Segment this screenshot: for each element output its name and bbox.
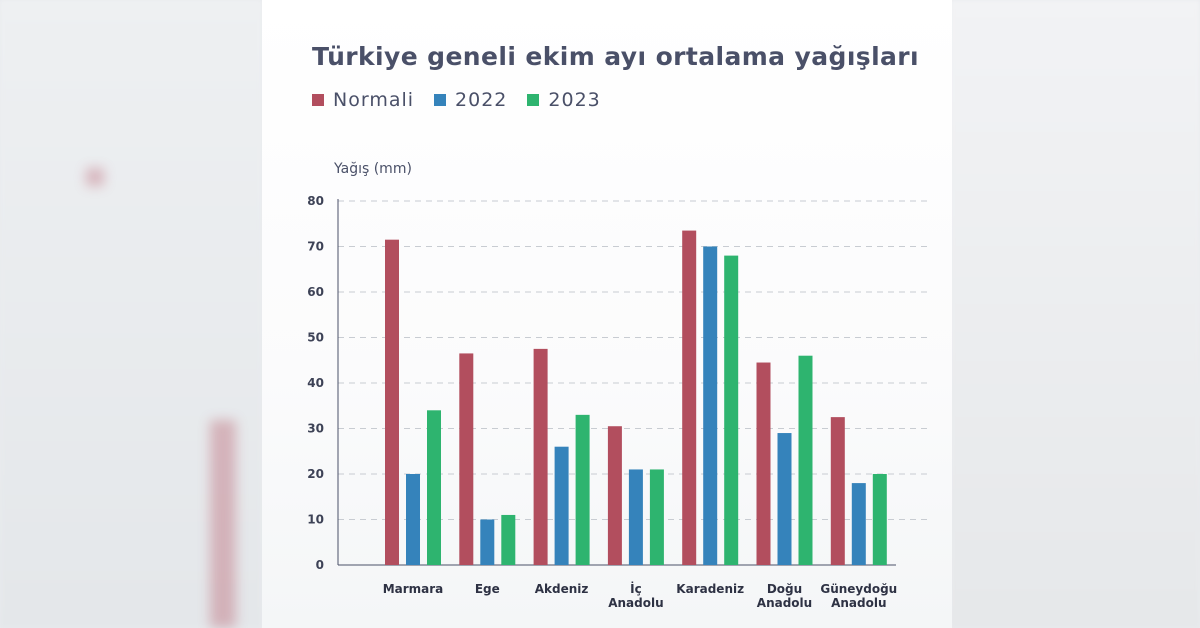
bar-2023-2 [575, 414, 590, 565]
bar-2022-5 [777, 433, 792, 565]
bar-normali-4 [682, 230, 697, 565]
y-tick-label: 0 [316, 558, 324, 572]
legend-label-2022: 2022 [455, 89, 508, 111]
x-tick-label: Güneydoğu [820, 582, 897, 596]
x-tick-label: Marmara [383, 582, 444, 596]
bar-2022-2 [554, 446, 569, 565]
chart-title: Türkiye geneli ekim ayı ortalama yağışla… [312, 42, 920, 71]
background-ghost-swatch [86, 168, 104, 186]
background-right [950, 0, 1200, 628]
bar-2022-3 [628, 469, 643, 565]
x-tick-label: Ege [475, 582, 500, 596]
x-tick-label: Doğu [767, 582, 802, 596]
y-tick-label: 70 [307, 240, 324, 254]
bar-chart-plot: Yağış (mm) 0 10 20 30 40 50 60 70 80 Marmara Ege Akd… [307, 161, 927, 610]
bar-normali-1 [459, 353, 474, 565]
x-tick-label: Anadolu [831, 596, 886, 610]
legend-label-normali: Normali [333, 89, 415, 111]
bar-2022-0 [406, 474, 420, 565]
y-tick-label: 80 [307, 194, 324, 208]
legend-item-2023: 2023 [527, 89, 600, 111]
bar-normali-2 [533, 348, 548, 565]
legend-item-normali: Normali [312, 89, 414, 111]
bar-2023-6 [872, 474, 887, 565]
bar-normali-6 [830, 417, 845, 565]
y-tick-label: 30 [307, 422, 324, 436]
bar-normali-3 [607, 426, 622, 565]
bar-2022-4 [703, 246, 718, 565]
y-axis-title: Yağış (mm) [333, 161, 412, 177]
y-tick-label: 10 [307, 513, 324, 527]
legend-item-2022: 2022 [434, 89, 507, 111]
bar-2022-6 [851, 483, 866, 565]
bar-2022-1 [480, 519, 495, 565]
y-tick-label: 50 [307, 331, 324, 345]
bar-2023-1 [501, 514, 516, 565]
bar-normali-0 [385, 239, 399, 566]
legend-swatch-2022 [434, 94, 447, 106]
bar-2023-4 [724, 255, 739, 565]
background-ghost-bar [210, 420, 236, 628]
legend-swatch-normali [312, 94, 324, 106]
x-tick-label: Akdeniz [535, 582, 589, 596]
chart-legend: Normali 2022 2023 [312, 89, 601, 111]
x-tick-label: Anadolu [757, 596, 812, 610]
background-left [0, 0, 262, 628]
x-tick-label: Anadolu [608, 596, 663, 610]
bar-normali-5 [756, 362, 771, 565]
bar-2023-5 [798, 355, 813, 565]
y-tick-label: 60 [307, 285, 324, 299]
x-tick-label: İç [630, 581, 642, 596]
bar-2023-0 [427, 410, 441, 565]
legend-label-2023: 2023 [548, 89, 601, 111]
chart-card: Türkiye geneli ekim ayı ortalama yağışla… [262, 0, 952, 628]
bar-2023-3 [649, 469, 664, 565]
legend-swatch-2023 [527, 94, 540, 106]
x-tick-label: Karadeniz [676, 582, 744, 596]
y-tick-label: 40 [307, 376, 324, 390]
y-tick-label: 20 [307, 467, 324, 481]
